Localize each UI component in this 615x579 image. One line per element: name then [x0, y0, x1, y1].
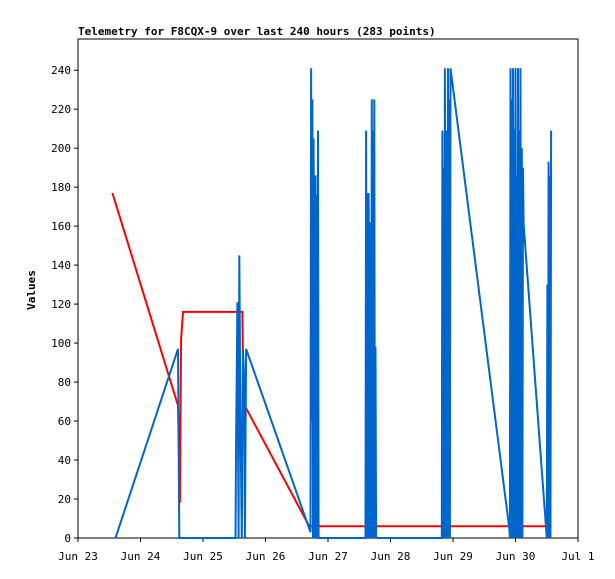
y-tick-label: 140 [51, 259, 71, 272]
x-tick-label: Jul 1 [561, 550, 594, 563]
y-tick-label: 20 [58, 493, 71, 506]
x-tick-label: Jun 27 [308, 550, 348, 563]
x-tick-label: Jun 29 [433, 550, 473, 563]
y-tick-label: 80 [58, 376, 71, 389]
x-tick-label: Jun 25 [183, 550, 223, 563]
x-tick-label: Jun 30 [496, 550, 536, 563]
x-tick-label: Jun 24 [121, 550, 161, 563]
y-axis-label: Values [25, 270, 38, 310]
y-tick-label: 220 [51, 103, 71, 116]
x-axis: Jun 23 Jun 24 Jun 25 Jun 26 Jun 27 Jun 28 Jun … [58, 538, 595, 563]
y-tick-label: 120 [51, 298, 71, 311]
chart-title: Telemetry for F8CQX-9 over last 240 hour… [78, 25, 436, 38]
x-tick-label: Jun 26 [246, 550, 286, 563]
series-group [111, 68, 553, 539]
y-tick-label: 160 [51, 220, 71, 233]
y-tick-label: 100 [51, 337, 71, 350]
series-line-2 [114, 68, 553, 539]
y-tick-label: 180 [51, 181, 71, 194]
y-axis: 0 20 40 60 80 100 120 140 160 180 200 220 240 [51, 64, 78, 545]
y-tick-label: 240 [51, 64, 71, 77]
y-tick-label: 60 [58, 415, 71, 428]
y-tick-label: 0 [64, 532, 71, 545]
y-tick-label: 200 [51, 142, 71, 155]
x-tick-label: Jun 23 [58, 550, 98, 563]
x-tick-label: Jun 28 [371, 550, 411, 563]
y-tick-label: 40 [58, 454, 71, 467]
